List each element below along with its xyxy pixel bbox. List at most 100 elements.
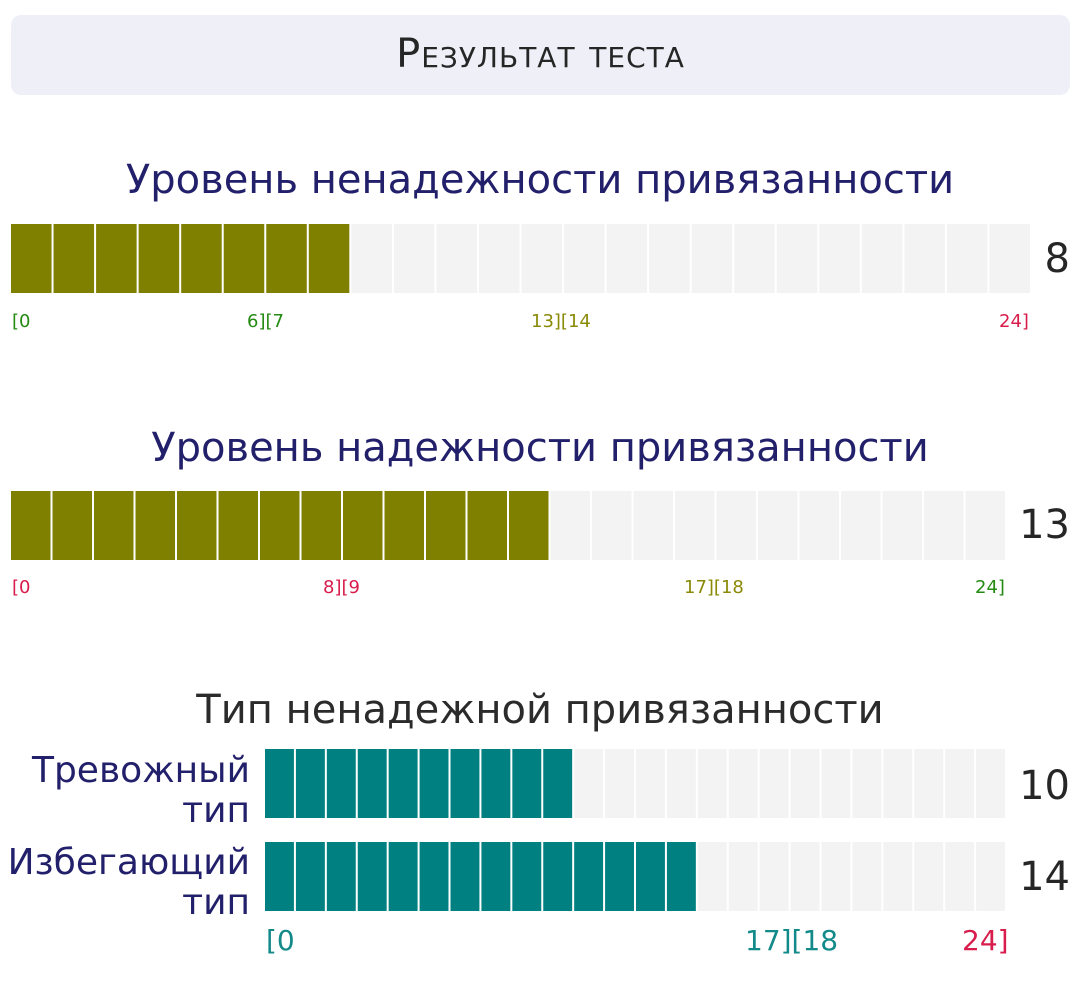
chart-1-bar-filled-segment [96,224,137,293]
chart-2-bar-filled-segment [177,491,217,560]
series-label-avoidant: Избегающий тип [7,842,250,923]
chart-3-avoidant-bar-empty-segment [790,842,820,911]
chart-3-avoidant-bar-svg [265,842,1005,911]
chart-3-anxious-bar-empty-segment [945,749,975,818]
chart-2-bar-filled-segment [343,491,383,560]
series-label-anxious: Тревожный тип [31,750,250,831]
chart-3-avoidant-bar-empty-segment [821,842,851,911]
result-header: Результат теста [11,15,1070,95]
chart-1-bar-empty-segment [946,224,988,293]
chart-1-tick-3: 24] [999,311,1029,332]
chart-1-bar-empty-segment [776,224,818,293]
chart-2-bar-empty-segment [799,491,839,560]
chart-3-avoidant-bar-filled-segment [636,842,665,911]
chart-2-bar-empty-segment [550,491,590,560]
chart-2-bar-filled-segment [301,491,341,560]
chart-3-avoidant-bar-filled-segment [481,842,511,911]
chart-2-value: 13 [1019,502,1070,548]
chart-1-value: 8 [1044,236,1070,282]
chart-3-avoidant-bar-empty-segment [883,842,913,911]
chart-3-anxious-bar-filled-segment [543,749,573,818]
chart-1-tick-1: 6][7 [247,311,284,332]
chart-3-avoidant-bar-filled-segment [605,842,634,911]
chart-2-bar-svg [11,491,1005,560]
chart-2-bar-empty-segment [924,491,964,560]
chart-2-bar-filled-segment [384,491,424,560]
chart-3-anxious-bar-filled-segment [450,749,480,818]
chart-1-bar-svg [11,224,1030,293]
chart-2-tick-3: 24] [975,577,1005,598]
chart-3-tick-2: 24] [962,924,1009,957]
chart-3-avoidant-bar-empty-segment [697,842,727,911]
chart-3-anxious-bar-empty-segment [574,749,604,818]
chart-3-anxious-bar-filled-segment [357,749,387,818]
chart-3-anxious-bar-filled-segment [326,749,356,818]
chart-1-bar-filled-segment [308,224,350,293]
chart-1-bar-empty-segment [564,224,605,293]
chart-2-bar-filled-segment [260,491,300,560]
chart-2-tick-0: [0 [12,577,31,598]
chart-2-bar-filled-segment [94,491,134,560]
chart-1-bar-empty-segment [734,224,775,293]
chart-3-anxious-bar-empty-segment [790,749,820,818]
chart-2-bar-empty-segment [841,491,881,560]
chart-1-bar-empty-segment [393,224,435,293]
chart-3-anxious-bar-empty-segment [605,749,634,818]
page-title: Результат теста [396,31,685,77]
chart-2-bar-filled-segment [509,491,549,560]
chart-1-bar-empty-segment [989,224,1030,293]
chart-2-bar-empty-segment [965,491,1005,560]
chart-3-avoidant-bar-filled-segment [512,842,542,911]
chart-3-anxious-bar-empty-segment [976,749,1005,818]
chart-3-anxious-bar-empty-segment [697,749,727,818]
chart-1-tick-0: [0 [12,311,31,332]
chart-2-bar-filled-segment [218,491,258,560]
chart-3-avoidant-bar-empty-segment [759,842,789,911]
chart-2-tick-1: 8][9 [323,577,360,598]
chart-1-bar-filled-segment [53,224,95,293]
chart-3-avoidant-bar-filled-segment [543,842,573,911]
chart-3-avoidant-bar-empty-segment [945,842,975,911]
chart-3-avoidant-bar-empty-segment [852,842,882,911]
chart-3-anxious-bar-empty-segment [883,749,913,818]
chart-2-bar-empty-segment [758,491,798,560]
chart-3-anxious-bar-filled-segment [481,749,511,818]
chart-3-anxious-bar-empty-segment [666,749,696,818]
chart-3-anxious-bar-empty-segment [914,749,944,818]
chart-3-avoidant-bar-empty-segment [976,842,1005,911]
chart-3-anxious-bar-empty-segment [636,749,665,818]
chart-1-bar-empty-segment [351,224,392,293]
chart-3-anxious-bar-empty-segment [728,749,758,818]
chart-3-title: Тип ненадежной привязанности [196,687,884,733]
chart-3-anxious-bar-filled-segment [295,749,325,818]
chart-3-avoidant-bar-filled-segment [666,842,696,911]
chart-3-avoidant-bar-filled-segment [419,842,449,911]
chart-1-bar-empty-segment [649,224,690,293]
chart-1-bar-empty-segment [606,224,648,293]
chart-3-value-anxious: 10 [1019,763,1070,809]
chart-3-anxious-bar-filled-segment [512,749,542,818]
chart-3-avoidant-bar-filled-segment [326,842,356,911]
chart-3-bar-anxious [265,749,1007,818]
chart-3-anxious-bar-empty-segment [821,749,851,818]
chart-3-avoidant-bar-filled-segment [574,842,604,911]
chart-2-bar-filled-segment [52,491,92,560]
chart-2-bar-empty-segment [716,491,756,560]
chart-2-bar [11,491,1007,560]
chart-3-anxious-bar-svg [265,749,1005,818]
chart-3-avoidant-bar-filled-segment [450,842,480,911]
chart-2-bar-filled-segment [135,491,175,560]
chart-1-bar-empty-segment [478,224,520,293]
chart-1-bar-empty-segment [904,224,945,293]
chart-3-tick-0: [0 [266,924,295,957]
chart-2-bar-filled-segment [426,491,466,560]
chart-3-anxious-bar-filled-segment [388,749,418,818]
chart-3-avoidant-bar-empty-segment [914,842,944,911]
chart-1-bar-filled-segment [266,224,307,293]
chart-3-avoidant-bar-filled-segment [295,842,325,911]
chart-3-avoidant-bar-filled-segment [265,842,294,911]
chart-1-tick-2: 13][14 [531,311,591,332]
chart-2-bar-empty-segment [882,491,922,560]
chart-1-bar-filled-segment [181,224,222,293]
chart-1-bar-filled-segment [138,224,180,293]
